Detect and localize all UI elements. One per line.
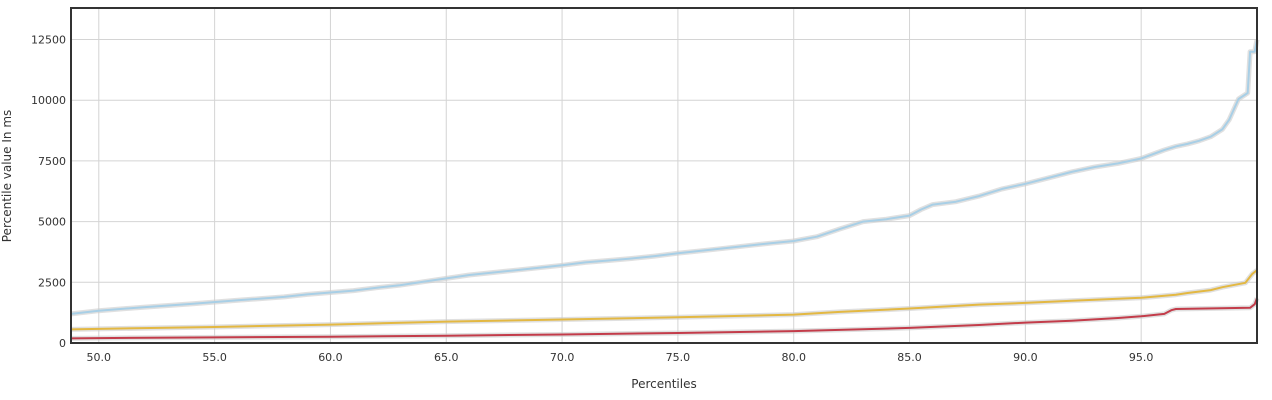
grid-lines bbox=[71, 8, 1257, 343]
y-tick-label: 12500 bbox=[31, 34, 66, 47]
x-tick-label: 75.0 bbox=[666, 351, 691, 364]
x-tick-label: 95.0 bbox=[1129, 351, 1154, 364]
series-line-shadow bbox=[70, 39, 1260, 317]
x-tick-label: 80.0 bbox=[781, 351, 806, 364]
series-line-1 bbox=[70, 39, 1258, 315]
x-tick-label: 50.0 bbox=[87, 351, 112, 364]
series-line-2 bbox=[70, 269, 1258, 331]
plot-frame bbox=[70, 7, 1258, 344]
y-tick-label: 5000 bbox=[38, 216, 66, 229]
x-tick-labels: 50.0 55.0 60.0 65.0 70.0 75.0 80.0 85.0 90.0 95.0 bbox=[87, 351, 1154, 364]
x-axis-title: Percentiles bbox=[631, 377, 696, 391]
x-tick-label: 85.0 bbox=[897, 351, 922, 364]
x-tick-label: 65.0 bbox=[434, 351, 459, 364]
x-tick-label: 60.0 bbox=[318, 351, 343, 364]
series-lines bbox=[70, 39, 1260, 341]
x-tick-label: 90.0 bbox=[1013, 351, 1038, 364]
y-tick-label: 10000 bbox=[31, 94, 66, 107]
y-tick-label: 2500 bbox=[38, 276, 66, 289]
series-line-3 bbox=[70, 297, 1258, 340]
y-tick-labels: 0 2500 5000 7500 10000 12500 bbox=[31, 34, 66, 350]
x-tick-label: 70.0 bbox=[550, 351, 575, 364]
y-tick-label: 0 bbox=[59, 337, 66, 350]
y-tick-label: 7500 bbox=[38, 155, 66, 168]
y-axis-title: Percentile value In ms bbox=[0, 110, 14, 243]
x-tick-label: 55.0 bbox=[202, 351, 227, 364]
